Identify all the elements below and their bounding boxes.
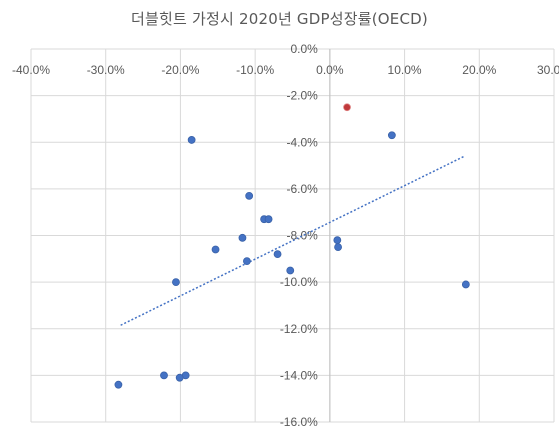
- data-point: [172, 278, 180, 287]
- x-tick-label: -10.0%: [236, 63, 274, 77]
- data-point: [187, 136, 196, 144]
- data-point: [243, 257, 251, 266]
- data-point: [334, 243, 342, 252]
- data-point: [238, 233, 247, 242]
- x-tick-label: -20.0%: [161, 63, 199, 77]
- data-point: [461, 280, 470, 289]
- y-tick-label: -4.0%: [286, 135, 318, 149]
- data-point: [245, 191, 254, 200]
- data-point: [175, 373, 184, 382]
- y-tick-label: -2.0%: [286, 89, 318, 103]
- x-tick-label: 10.0%: [388, 63, 422, 77]
- x-tick-label: 30.0%: [537, 63, 559, 77]
- y-tick-label: -6.0%: [286, 182, 318, 196]
- x-tick-label: 0.0%: [316, 63, 344, 77]
- y-tick-label: -16.0%: [280, 415, 318, 429]
- data-point: [160, 371, 168, 380]
- y-tick-label: 0.0%: [290, 42, 318, 56]
- grid-layer: [30, 48, 555, 423]
- y-tick-label: -8.0%: [286, 229, 318, 243]
- data-point: [387, 131, 396, 140]
- data-point: [286, 266, 295, 275]
- data-point: [264, 215, 273, 224]
- y-tick-label: -14.0%: [280, 368, 318, 382]
- point-layer: [114, 103, 470, 389]
- data-point: [333, 236, 342, 245]
- y-tick-label: -10.0%: [280, 275, 318, 289]
- x-tick-label: -40.0%: [12, 63, 50, 77]
- x-tick-label: -30.0%: [87, 63, 125, 77]
- data-point: [114, 380, 123, 389]
- highlighted-data-point: [343, 103, 351, 112]
- data-point: [211, 245, 220, 254]
- axis-layer: -40.0% -30.0% -20.0% -10.0% 0.0% 10.0% 20.0% 30…: [12, 42, 559, 429]
- y-tick-label: -12.0%: [280, 322, 318, 336]
- chart-title: 더블힛트 가정시 2020년 GDP성장률(OECD): [131, 10, 428, 28]
- x-tick-label: 20.0%: [462, 63, 496, 77]
- data-point: [273, 250, 282, 259]
